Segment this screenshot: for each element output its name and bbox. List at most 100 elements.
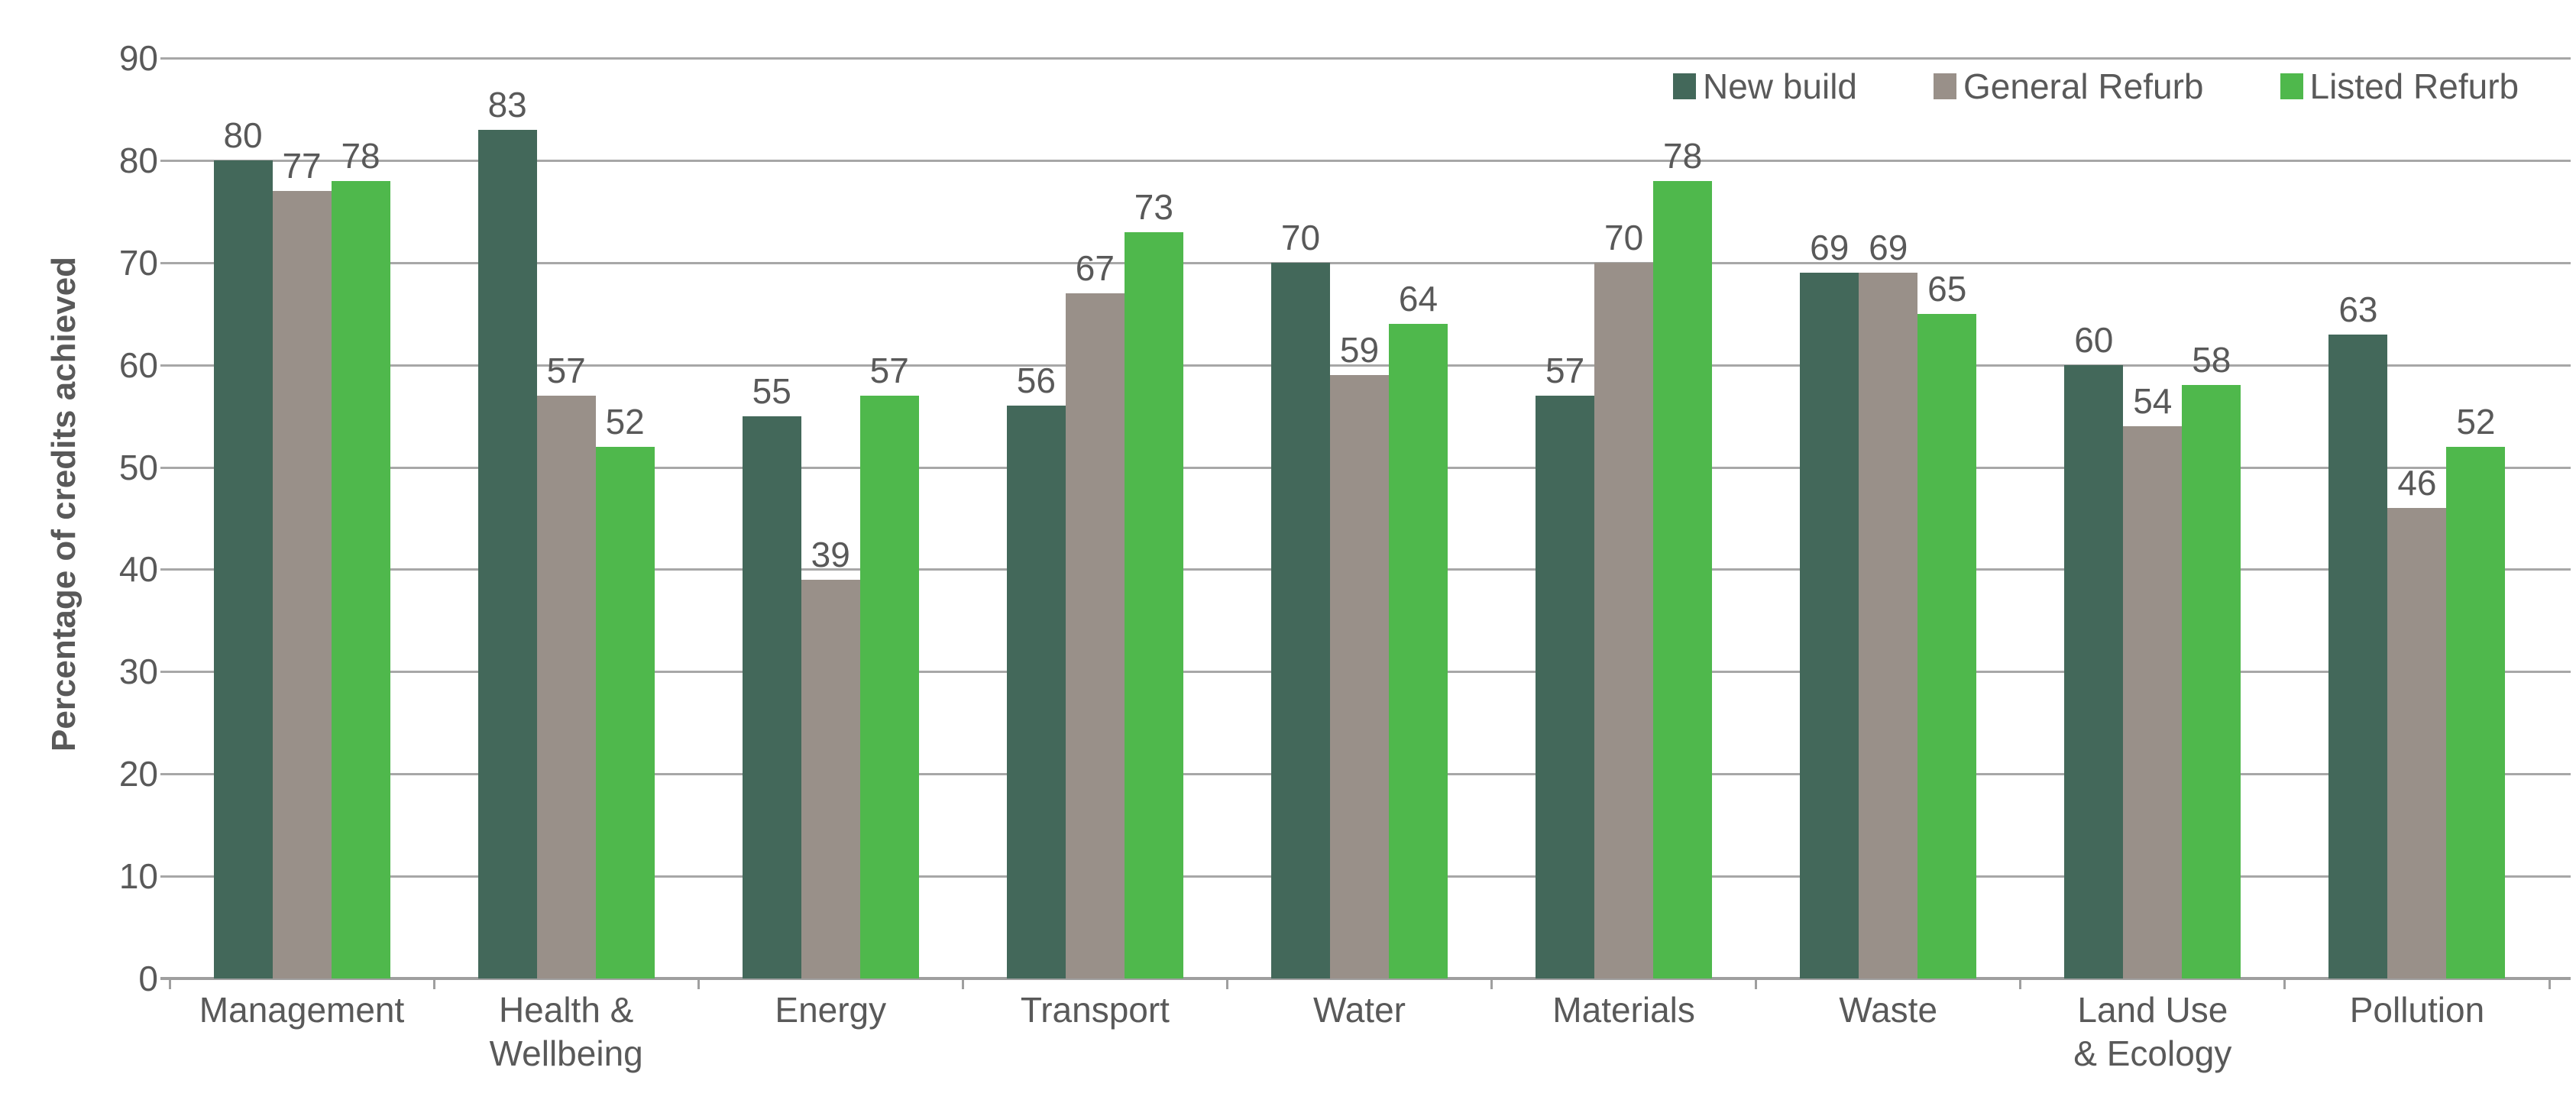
bar-value-label-new-build-water: 70	[1280, 217, 1321, 257]
bar-listed-refurb-materials: 78	[1653, 138, 1713, 978]
bar-value-label-listed-refurb-management: 78	[341, 135, 380, 176]
bar-value-label-general-refurb-pollution: 46	[2397, 463, 2437, 503]
legend-label-general-refurb: General Refurb	[1963, 66, 2204, 106]
bar-general-refurb-health-wellbeing: 57	[536, 353, 596, 978]
bar-value-label-listed-refurb-health-wellbeing: 52	[605, 401, 645, 442]
bar-value-label-new-build-land-use-ecology: 60	[2074, 319, 2114, 360]
bar-value-label-general-refurb-waste: 69	[1869, 228, 1908, 268]
bar-general-refurb-pollution: 46	[2387, 465, 2447, 978]
bar-new-build-waste: 69	[1800, 230, 1859, 978]
x-category-label-water: Water	[1313, 990, 1406, 1030]
bar-listed-refurb-management: 78	[331, 138, 390, 978]
bar-listed-refurb-energy: 57	[859, 353, 919, 978]
bar-new-build-pollution: 63	[2328, 292, 2388, 978]
bar-new-build-land-use-ecology: 60	[2064, 322, 2124, 978]
bar-listed-refurb-land-use-ecology: 58	[2182, 342, 2241, 978]
bar-value-label-listed-refurb-pollution: 52	[2456, 401, 2496, 442]
gridline-90	[160, 57, 2571, 60]
y-tick-label-20: 20	[118, 754, 158, 794]
bar-value-label-new-build-energy: 55	[752, 370, 791, 411]
x-category-label-transport: Transport	[1020, 990, 1170, 1030]
x-axis-tick	[2019, 978, 2022, 989]
legend-swatch-general-refurb-icon	[1934, 73, 1956, 99]
x-axis-tick	[961, 978, 964, 989]
bar-value-label-general-refurb-materials: 70	[1604, 217, 1644, 257]
bar-general-refurb-waste: 69	[1859, 230, 1918, 978]
x-category-label-energy: Energy	[775, 990, 887, 1030]
legend-item-listed-refurb: Listed Refurb	[2280, 67, 2519, 105]
bar-general-refurb-transport: 67	[1065, 251, 1125, 978]
bar-value-label-general-refurb-land-use-ecology: 54	[2133, 381, 2173, 421]
bar-listed-refurb-health-wellbeing: 52	[595, 404, 655, 978]
bar-group-land-use-ecology: 60 54 58	[2021, 58, 2285, 978]
x-axis-tick	[697, 978, 700, 989]
bar-value-label-listed-refurb-land-use-ecology: 58	[2192, 340, 2231, 380]
bar-group-transport: 56 67 73	[963, 58, 1227, 978]
bar-listed-refurb-transport: 73	[1124, 189, 1183, 978]
y-tick-label-50: 50	[118, 447, 158, 487]
gridline-70	[160, 261, 2571, 264]
bar-general-refurb-management: 77	[272, 148, 332, 978]
legend-swatch-listed-refurb-icon	[2280, 73, 2303, 99]
x-category-label-land-use-ecology: Land Use & Ecology	[2073, 990, 2232, 1073]
y-tick-label-70: 70	[118, 242, 158, 283]
y-tick-label-30: 30	[118, 652, 158, 692]
x-category-label-waste: Waste	[1839, 990, 1938, 1030]
x-axis-tick	[1755, 978, 1758, 989]
bar-group-waste: 69 69 65	[1756, 58, 2021, 978]
bar-value-label-listed-refurb-energy: 57	[869, 350, 909, 390]
bar-value-label-new-build-pollution: 63	[2338, 289, 2378, 329]
bar-value-label-new-build-management: 80	[223, 115, 263, 155]
legend-label-new-build: New build	[1703, 66, 1857, 106]
bar-value-label-new-build-waste: 69	[1810, 228, 1849, 268]
y-tick-label-10: 10	[118, 856, 158, 897]
y-tick-label-80: 80	[118, 140, 158, 180]
bar-listed-refurb-water: 64	[1388, 281, 1448, 978]
bar-value-label-general-refurb-transport: 67	[1075, 247, 1115, 288]
bar-new-build-materials: 57	[1536, 353, 1595, 978]
legend: New build General Refurb Listed Refurb	[1673, 67, 2519, 105]
x-axis-line	[160, 977, 2571, 980]
bar-general-refurb-land-use-ecology: 54	[2123, 383, 2183, 978]
bar-value-label-general-refurb-water: 59	[1339, 330, 1380, 370]
bar-value-label-new-build-health-wellbeing: 83	[487, 84, 527, 125]
bar-new-build-management: 80	[213, 118, 273, 978]
bar-general-refurb-energy: 39	[801, 537, 860, 978]
x-category-label-management: Management	[199, 990, 405, 1030]
bar-group-health-wellbeing: 83 57 52	[434, 58, 698, 978]
bar-group-water: 70 59 64	[1227, 58, 1491, 978]
bar-value-label-listed-refurb-waste: 65	[1927, 268, 1967, 309]
bar-group-management: 80 77 78	[170, 58, 434, 978]
y-tick-label-0: 0	[138, 959, 158, 998]
y-tick-label-90: 90	[118, 38, 158, 78]
x-axis-tick	[2283, 978, 2286, 989]
legend-label-listed-refurb: Listed Refurb	[2309, 66, 2519, 106]
bar-value-label-listed-refurb-materials: 78	[1663, 135, 1703, 176]
bar-value-label-new-build-materials: 57	[1545, 350, 1585, 390]
legend-swatch-new-build-icon	[1673, 73, 1696, 99]
x-axis-tick	[1225, 978, 1228, 989]
bar-general-refurb-materials: 70	[1594, 220, 1654, 978]
x-axis-tick	[2548, 978, 2551, 989]
bar-value-label-listed-refurb-transport: 73	[1134, 186, 1173, 227]
bar-new-build-energy: 55	[742, 374, 801, 978]
x-axis-tick	[168, 978, 171, 989]
x-axis-tick	[1490, 978, 1493, 989]
x-category-label-health-wellbeing: Health & Wellbeing	[489, 990, 643, 1073]
bar-general-refurb-water: 59	[1329, 332, 1389, 978]
legend-item-new-build: New build	[1673, 67, 1857, 105]
bar-value-label-listed-refurb-water: 64	[1398, 279, 1438, 319]
bar-new-build-water: 70	[1270, 220, 1330, 978]
x-category-label-pollution: Pollution	[2349, 990, 2485, 1030]
y-tick-label-60: 60	[118, 344, 158, 385]
gridline-80	[160, 159, 2571, 162]
bar-value-label-new-build-transport: 56	[1016, 361, 1056, 401]
gridline-60	[160, 364, 2571, 367]
bar-new-build-transport: 56	[1006, 363, 1066, 978]
x-category-label-materials: Materials	[1552, 990, 1695, 1030]
bar-value-label-general-refurb-health-wellbeing: 57	[546, 350, 586, 390]
bar-group-energy: 55 39 57	[698, 58, 963, 978]
y-tick-label-40: 40	[118, 549, 158, 590]
bar-listed-refurb-pollution: 52	[2446, 404, 2506, 978]
